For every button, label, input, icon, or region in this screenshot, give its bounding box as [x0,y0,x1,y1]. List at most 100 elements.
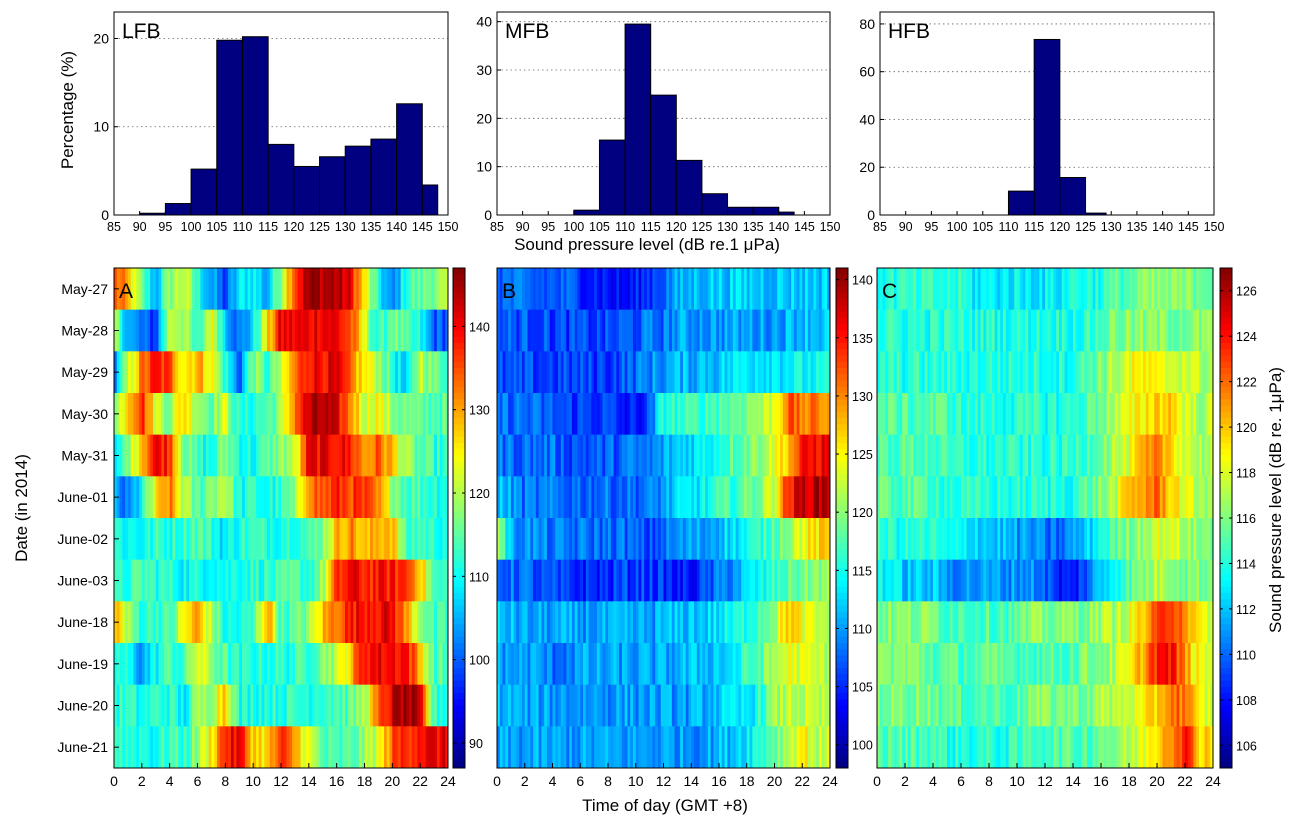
heat-cell [331,726,335,769]
heat-cell [541,351,545,394]
heat-cell [621,434,626,477]
heat-cell [782,434,786,477]
heat-cell [521,309,526,352]
heat-cell [141,643,146,686]
heat-cell [619,559,623,602]
x-tick-label: 22 [794,773,810,789]
heat-cell [721,518,725,561]
heat-cell [378,518,382,561]
heat-cell [994,601,998,644]
heat-cell [713,518,717,561]
heat-cell [197,726,201,769]
heat-cell [1154,601,1158,644]
heat-cell [660,476,664,519]
heat-cell [599,684,603,727]
heat-cell [389,518,393,561]
heat-cell [574,601,578,644]
heat-cell [225,684,229,727]
heat-cell [1157,643,1161,686]
heat-cell [133,393,137,436]
heat-cell [1204,559,1208,602]
heat-cell [813,309,817,352]
heat-cell [613,684,617,727]
heat-cell [205,309,210,352]
heat-cell [624,351,628,394]
heat-cell [370,434,374,477]
heat-cell [535,559,540,602]
heat-cell [175,476,179,519]
heat-cell [367,601,371,644]
heat-cell [333,476,338,519]
heat-cell [139,643,143,686]
heat-cell [319,476,324,519]
heat-cell [183,726,187,769]
heat-cell [1143,476,1147,519]
colorbar-step [836,693,848,700]
x-tick-label: 90 [516,220,530,234]
heat-cell [169,309,173,352]
heat-cell [122,268,126,311]
colorbar-step [1220,343,1232,350]
heat-cell [588,601,592,644]
heat-cell [793,351,798,394]
heat-cell [799,518,803,561]
heat-cell [1140,476,1144,519]
heat-cell [386,434,390,477]
heat-cell [370,601,374,644]
heat-cell [527,309,531,352]
heat-cell [1117,434,1121,477]
heat-cell [306,476,310,519]
heat-cell [278,601,282,644]
heat-cell [1003,684,1007,727]
heat-cell [269,476,274,519]
heat-cell [1031,434,1035,477]
heat-cell [977,351,981,394]
heat-cell [521,726,526,769]
heat-cell [414,434,418,477]
heat-cell [768,268,773,311]
heat-cell [666,559,670,602]
heat-cell [980,601,984,644]
heat-cell [1159,726,1163,769]
heat-cell [1109,518,1113,561]
heat-cell [669,643,673,686]
heat-cell [339,351,343,394]
heat-cell [707,559,712,602]
heat-cell [558,726,562,769]
heat-cell [1140,559,1144,602]
heat-cell [524,268,528,311]
heat-cell [707,476,712,519]
heat-cell [178,351,182,394]
heat-cell [893,476,897,519]
heat-cell [311,309,315,352]
colorbar-step [453,349,465,356]
heat-cell [552,434,556,477]
heat-cell [763,268,767,311]
colorbar-step [836,499,848,506]
heat-cell [1017,559,1021,602]
heat-cell [610,351,614,394]
heat-cell [952,476,956,519]
heat-cell [549,476,553,519]
heat-cell [1123,684,1127,727]
heat-cell [766,643,770,686]
heat-cell [122,351,126,394]
heat-cell [905,559,909,602]
heat-cell [958,393,962,436]
heat-cell [757,434,762,477]
heat-cell [1165,476,1169,519]
heat-cell [766,684,770,727]
heat-cell [1078,643,1082,686]
heat-cell [356,434,360,477]
heat-cell [944,476,948,519]
heat-cell [191,351,196,394]
heat-cell [655,726,659,769]
heat-cell [272,559,276,602]
heat-cell [652,684,656,727]
heat-cell [877,309,881,352]
histogram-bar [267,143,295,216]
heat-cell [1115,559,1119,602]
heat-cell [958,309,962,352]
heat-cell [691,268,695,311]
heat-cell [1092,309,1096,352]
